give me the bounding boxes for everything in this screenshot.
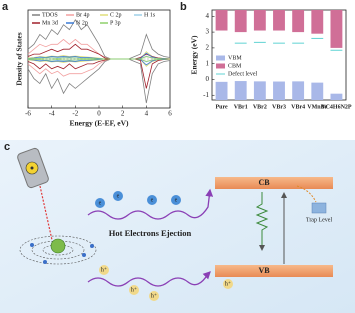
x-tick-label: VBr4 <box>291 104 305 110</box>
x-tick-label: -2 <box>72 110 78 118</box>
x-tick-label: 6 <box>168 110 172 118</box>
excitation-arrow <box>87 188 214 220</box>
bar <box>273 10 285 31</box>
excitation-arrow <box>87 271 211 287</box>
x-tick-label: 0 <box>97 110 101 118</box>
panel-label: c <box>4 141 10 153</box>
bar <box>330 93 343 100</box>
x-axis-title: Energy (E-EF, eV) <box>69 119 129 128</box>
x-tick-label: Pure <box>215 104 228 110</box>
dos-curve <box>28 58 170 62</box>
x-tick-label: VBr1 <box>234 104 248 110</box>
laser-probe <box>17 147 53 241</box>
bar <box>234 81 247 100</box>
electron-label: e <box>151 197 154 203</box>
x-tick-label: 2 <box>121 110 125 118</box>
y-tick-label: 2 <box>206 44 210 52</box>
x-tick-label: 4 <box>145 110 149 118</box>
x-tick-label: VBr2 <box>253 104 267 110</box>
legend-swatch <box>216 63 225 69</box>
diagram: c e e e e e h⁺ h⁺ h⁺ h⁺ <box>0 140 355 313</box>
y-tick-label: 4 <box>206 12 210 20</box>
dos-curve <box>27 19 171 60</box>
atom <box>19 235 97 265</box>
dos-curve <box>27 58 171 89</box>
electron-label: e <box>175 197 178 203</box>
valence-band <box>215 265 333 277</box>
legend-label: CBM <box>228 63 242 69</box>
holes: h⁺ h⁺ h⁺ h⁺ <box>99 265 233 301</box>
dos-curve <box>27 43 171 60</box>
hole-label: h⁺ <box>225 280 231 287</box>
electrons: e e e e e <box>95 179 297 208</box>
bar <box>292 81 305 100</box>
electron-label: e <box>117 193 120 199</box>
y-axis-title: Energy (eV) <box>190 35 199 74</box>
conduction-band <box>215 177 333 189</box>
cb-label: CB <box>258 178 270 187</box>
bar <box>253 81 266 100</box>
legend-label: P 3p <box>110 20 121 26</box>
electron-label: e <box>99 200 102 206</box>
bar <box>311 10 324 34</box>
bar <box>273 81 285 100</box>
x-tick-label: -6 <box>25 110 31 118</box>
diagram-background <box>0 140 355 313</box>
legend-label: N 2p <box>76 20 88 26</box>
legend-swatch <box>216 55 225 61</box>
x-tick-label: VMnBr <box>307 104 327 110</box>
legend-label: H 1s <box>144 12 156 18</box>
y-tick-label: -1 <box>203 91 209 99</box>
panel-label: b <box>180 1 187 13</box>
dos-curve <box>27 58 171 67</box>
relaxation-line <box>255 192 269 251</box>
x-tick-label: -4 <box>49 110 55 118</box>
hole-label: h⁺ <box>151 292 157 299</box>
legend-label: Mn 3d <box>42 20 58 26</box>
trap-label: Trap Level <box>306 217 333 223</box>
x-tick-label: VBr3 <box>272 104 286 110</box>
y-tick-label: 3 <box>206 28 210 36</box>
bar <box>292 10 305 33</box>
y-axis-title: Density of States <box>15 32 24 85</box>
bar <box>215 10 228 31</box>
vb-label: VB <box>258 266 270 275</box>
hole-label: h⁺ <box>131 286 137 293</box>
hole-label: h⁺ <box>101 266 107 273</box>
legend-label: VBM <box>228 55 242 61</box>
dos-curve <box>27 52 171 60</box>
legend-label: Defect level <box>228 70 257 77</box>
y-tick-label: 1 <box>206 59 210 67</box>
ejection-label: Hot Electrons Ejection <box>109 228 192 238</box>
legend-label: TDOS <box>42 12 58 18</box>
dos-curve <box>27 58 171 66</box>
legend-label: Br 4p <box>76 12 90 18</box>
legend-label: C 2p <box>110 12 122 18</box>
x-tick-label: VC4H6N2P <box>321 104 352 110</box>
bar <box>215 81 228 100</box>
dos-curve <box>27 51 171 60</box>
bar <box>330 10 343 48</box>
bar <box>234 10 247 33</box>
trap-level <box>311 202 327 214</box>
bar <box>311 82 324 100</box>
dos-curve <box>27 58 171 104</box>
y-tick-label: 0 <box>206 75 210 83</box>
panel-label: a <box>2 1 9 13</box>
bar <box>253 10 266 31</box>
